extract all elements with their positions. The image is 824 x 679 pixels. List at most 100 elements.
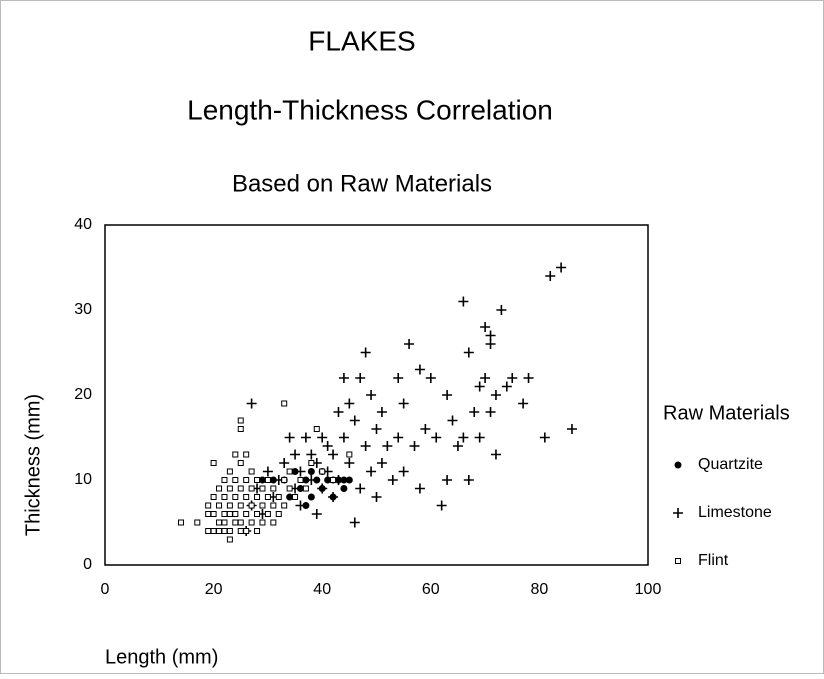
point: [300, 432, 311, 443]
point: [205, 502, 212, 509]
point: [254, 511, 261, 517]
point: [258, 476, 266, 484]
point: [286, 485, 293, 492]
legend-label: Flint: [698, 552, 729, 569]
point: [216, 528, 223, 534]
point: [205, 528, 212, 534]
point: [237, 417, 244, 424]
x-tick-label: 100: [635, 581, 662, 598]
point: [425, 373, 436, 383]
point: [469, 407, 480, 417]
point: [404, 339, 415, 349]
point: [237, 460, 244, 466]
point: [313, 426, 320, 432]
point: [393, 373, 404, 383]
point: [237, 502, 244, 509]
point: [296, 485, 304, 492]
point: [306, 449, 317, 460]
point: [349, 517, 360, 528]
point: [237, 528, 244, 534]
point: [322, 441, 333, 451]
point: [295, 500, 306, 511]
point: [226, 528, 233, 534]
point: [490, 449, 501, 460]
point: [302, 476, 310, 484]
point: [393, 432, 404, 443]
point: [328, 492, 339, 502]
point: [279, 458, 290, 468]
point: [264, 494, 271, 500]
point: [371, 424, 382, 434]
point: [210, 528, 217, 534]
legend-title: Raw Materials: [663, 402, 790, 424]
point: [269, 476, 277, 484]
point: [463, 347, 474, 358]
point: [442, 475, 453, 485]
point: [317, 483, 328, 494]
point: [216, 502, 223, 509]
point: [281, 477, 288, 483]
point: [420, 424, 431, 434]
point: [262, 466, 273, 477]
point: [243, 511, 250, 517]
x-tick-label: 60: [422, 581, 440, 598]
point: [226, 502, 233, 509]
x-tick-label: 0: [101, 581, 110, 598]
legend-label: Quartzite: [698, 456, 763, 473]
point: [313, 476, 321, 484]
point: [387, 475, 398, 485]
point: [221, 494, 228, 500]
point: [232, 451, 239, 458]
y-tick-label: 10: [74, 471, 92, 488]
y-tick-label: 20: [74, 386, 92, 403]
point: [344, 398, 355, 409]
point: [243, 528, 250, 534]
point: [210, 511, 217, 517]
point: [226, 536, 233, 543]
point: [302, 485, 309, 492]
point: [302, 502, 310, 509]
legend-marker: [675, 558, 681, 564]
point: [259, 485, 266, 492]
point: [566, 424, 577, 434]
point: [259, 502, 266, 509]
point: [355, 373, 366, 383]
point: [458, 296, 469, 307]
point: [436, 500, 447, 511]
point: [254, 477, 261, 483]
point: [290, 449, 301, 460]
point: [210, 460, 217, 466]
point: [556, 262, 567, 273]
y-axis-label: Thickness (mm): [22, 394, 44, 536]
point: [414, 364, 425, 375]
point: [458, 432, 469, 443]
x-axis-label: Length (mm): [105, 646, 218, 668]
point: [281, 502, 288, 509]
point: [232, 519, 239, 526]
point: [270, 502, 277, 509]
point: [474, 381, 485, 392]
point: [264, 477, 271, 483]
point: [480, 373, 491, 383]
point: [237, 519, 244, 526]
legend-marker: [674, 461, 682, 469]
point: [414, 483, 425, 494]
point: [210, 494, 217, 500]
point: [382, 441, 393, 451]
point: [442, 390, 453, 400]
point: [297, 477, 304, 483]
point: [474, 432, 485, 443]
point: [360, 347, 371, 358]
point: [452, 441, 463, 451]
point: [507, 373, 518, 383]
point: [243, 494, 250, 500]
point: [216, 485, 223, 492]
point: [292, 494, 299, 500]
point: [366, 390, 377, 400]
point: [307, 493, 315, 501]
point: [270, 519, 277, 526]
point: [545, 271, 556, 281]
point: [286, 468, 293, 475]
